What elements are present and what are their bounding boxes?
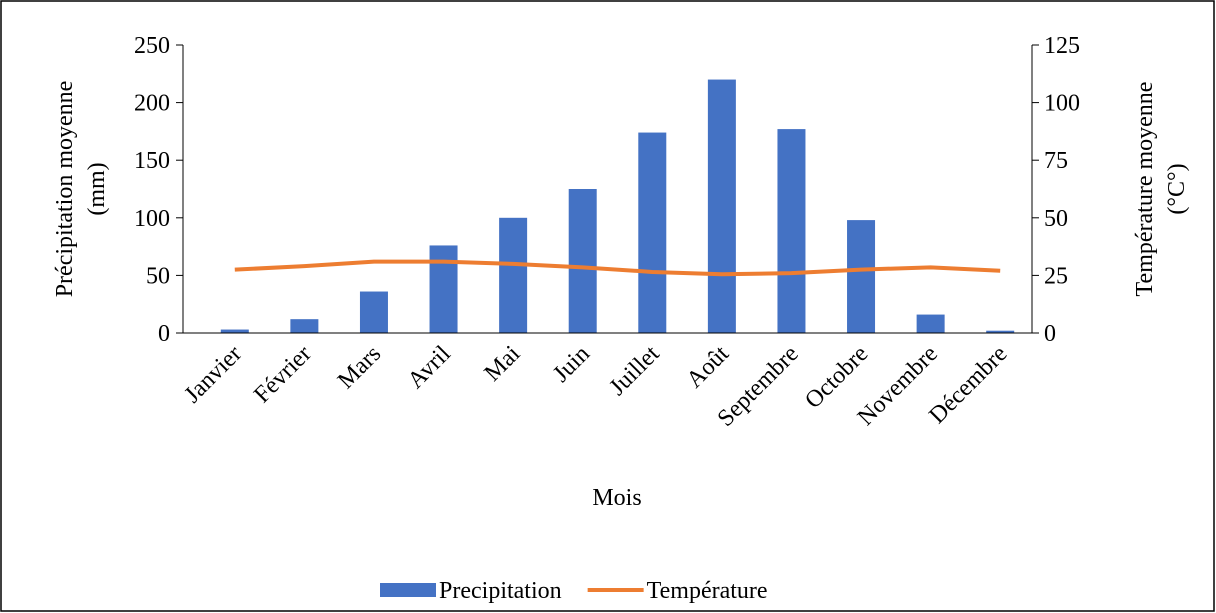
y2-axis-title: Température moyenne	[1132, 82, 1158, 297]
y-tick-label: 100	[134, 206, 170, 232]
legend-swatch	[380, 583, 436, 597]
y-axis-title: Précipitation moyenne	[52, 81, 78, 298]
bar	[220, 329, 249, 333]
y-tick-label: 150	[134, 148, 170, 174]
y-tick-label: 200	[134, 91, 170, 117]
y2-tick-label: 125	[1044, 33, 1080, 59]
bar	[707, 79, 736, 333]
y2-tick-label: 100	[1044, 91, 1080, 117]
legend-label: Température	[647, 578, 768, 604]
x-axis-title: Mois	[592, 485, 641, 511]
y-tick-label: 50	[146, 263, 170, 289]
y-axis-title: (mm)	[84, 162, 110, 215]
y2-tick-label: 50	[1044, 206, 1068, 232]
y2-axis-title: (°C°)	[1164, 163, 1190, 214]
line	[234, 259, 1001, 277]
bar	[986, 330, 1015, 333]
bar	[499, 217, 528, 333]
y2-tick-label: 75	[1044, 148, 1068, 174]
y2-tick-label: 0	[1044, 321, 1056, 347]
bar	[847, 220, 876, 333]
legend-label: Precipitation	[439, 578, 562, 604]
bar	[777, 129, 806, 333]
y-tick-label: 0	[158, 321, 170, 347]
bar	[638, 132, 667, 333]
bar	[429, 245, 458, 333]
bar	[290, 319, 319, 333]
y2-tick-label: 25	[1044, 263, 1068, 289]
bar	[568, 189, 597, 333]
y-tick-label: 250	[134, 33, 170, 59]
bar	[916, 314, 945, 333]
bar	[359, 291, 388, 333]
